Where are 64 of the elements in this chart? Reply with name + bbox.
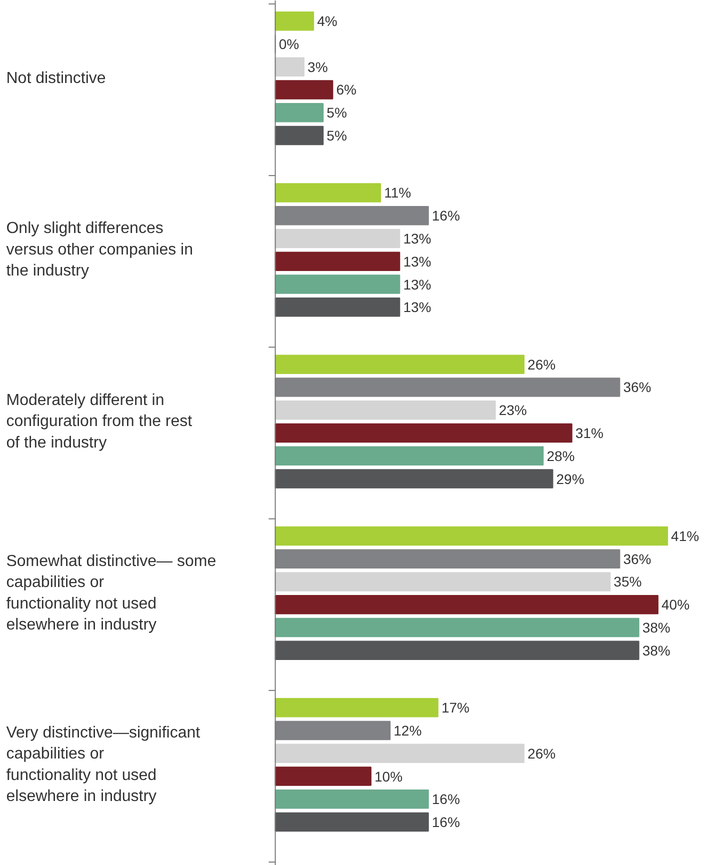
bar [274,228,400,248]
bar [274,183,382,202]
bar [274,423,572,443]
bar [274,618,640,638]
data-label: 28% [546,448,575,464]
data-label: 13% [403,276,432,292]
data-label: 31% [575,425,604,441]
bar [274,102,324,122]
data-label: 13% [403,253,432,270]
data-label: 16% [432,814,460,830]
data-label: 3% [308,58,328,75]
data-label: 11% [384,184,412,201]
data-label: 23% [498,402,527,418]
bar [274,766,372,786]
bar [274,812,429,832]
data-label: 38% [642,642,670,658]
data-label: 36% [623,550,652,567]
bar [274,206,429,226]
bar [274,297,400,317]
data-label: 12% [394,722,422,738]
data-label: 4% [317,13,338,30]
bar [274,378,620,397]
data-label: 5% [326,104,347,121]
data-label: 38% [642,620,670,636]
data-label: 36% [623,379,652,396]
data-label: 40% [661,596,690,613]
bar [274,274,400,294]
data-label: 26% [528,745,556,762]
bar [274,720,391,740]
y-tick-label: Moderately different in configuration from the rest of the industry [6,392,193,452]
data-label: 16% [432,208,460,224]
data-label: 26% [528,356,556,372]
bar [274,549,620,569]
bar [274,57,304,77]
y-tick-label: Only slight differences versus other companies in the industry [6,220,194,280]
data-label: 13% [403,299,432,316]
data-label: 29% [556,470,584,487]
bar [274,126,324,146]
bar [274,572,611,592]
bar [274,446,544,466]
bar [274,640,640,660]
data-label: 5% [326,128,347,144]
data-label: 10% [374,768,403,784]
y-tick-label: Somewhat distinctive— some capabilities or functionality not used elsewhere in industry [6,552,216,634]
data-label: 17% [441,700,470,716]
bar [274,526,668,546]
data-label: 6% [336,82,356,98]
y-tick-label: Not distinctive [6,70,106,87]
bar [274,252,400,272]
y-tick-label: Very distinctive—significant capabilities or functionality not used elsewhere in industry [6,724,201,806]
bar [274,11,314,31]
data-label: 13% [403,230,432,246]
data-label: 16% [432,791,460,808]
bar [274,594,658,614]
data-label: 0% [278,36,300,52]
bar [274,400,496,420]
data-label: 41% [671,528,700,544]
bar [274,80,334,100]
bar [274,354,525,374]
bar [274,744,525,764]
bar [274,469,554,488]
bar [274,789,429,809]
bar [274,698,438,718]
data-label: 35% [614,574,642,590]
